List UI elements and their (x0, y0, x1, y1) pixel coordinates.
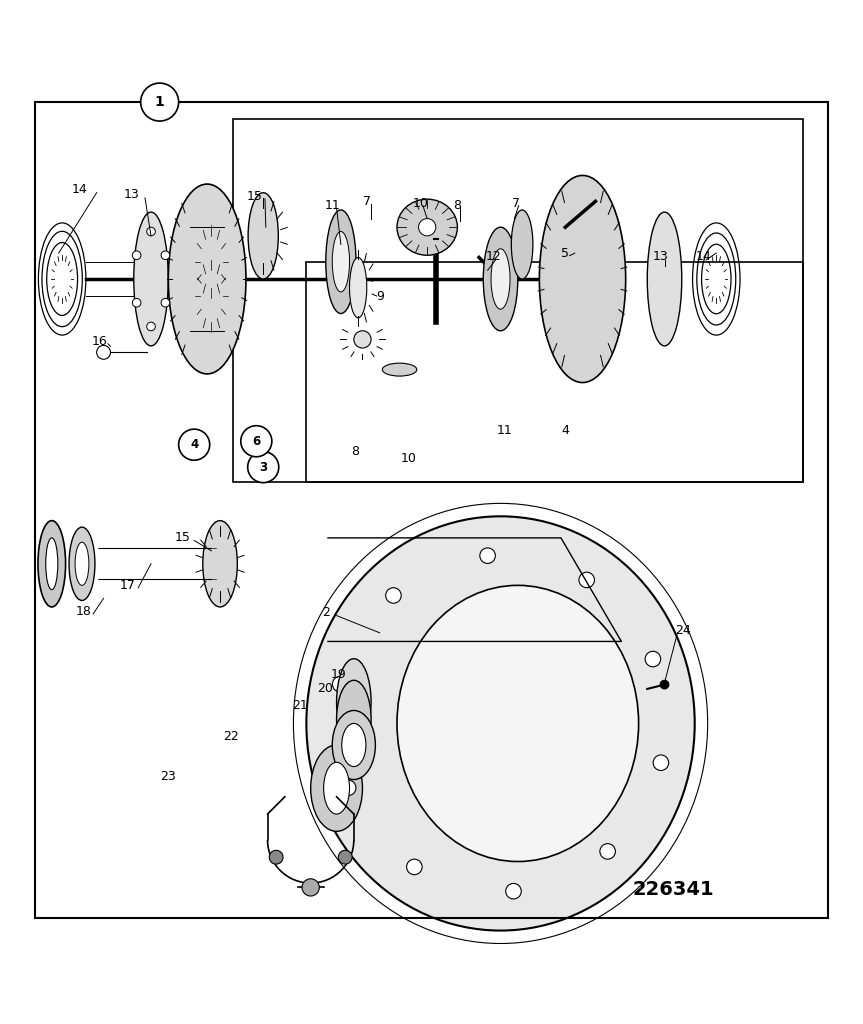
Ellipse shape (325, 210, 356, 313)
Circle shape (147, 227, 155, 236)
Circle shape (419, 218, 436, 236)
Circle shape (386, 588, 401, 603)
Ellipse shape (75, 542, 89, 586)
Ellipse shape (306, 516, 695, 931)
Ellipse shape (311, 745, 362, 831)
Text: 226341: 226341 (633, 881, 714, 899)
Circle shape (147, 323, 155, 331)
Text: 7: 7 (512, 197, 520, 210)
Text: 9: 9 (375, 290, 384, 303)
Text: 21: 21 (293, 698, 308, 712)
Text: 22: 22 (224, 730, 239, 742)
Circle shape (179, 429, 210, 460)
Text: 10: 10 (413, 197, 428, 210)
Ellipse shape (332, 231, 350, 292)
Circle shape (161, 298, 170, 307)
Circle shape (600, 844, 615, 859)
Text: 16: 16 (91, 335, 107, 347)
Text: 14: 14 (696, 250, 711, 263)
Circle shape (161, 251, 170, 259)
Text: 14: 14 (72, 182, 87, 196)
Text: 20: 20 (318, 682, 333, 694)
Ellipse shape (397, 199, 457, 255)
Ellipse shape (511, 210, 532, 279)
Text: 24: 24 (676, 624, 691, 637)
Circle shape (141, 83, 179, 121)
Circle shape (132, 251, 141, 259)
Text: 1: 1 (154, 95, 165, 110)
Ellipse shape (332, 711, 375, 779)
Ellipse shape (539, 175, 626, 383)
Ellipse shape (337, 658, 371, 745)
Text: 2: 2 (322, 606, 331, 620)
Text: 12: 12 (486, 250, 501, 263)
Text: 13: 13 (123, 188, 139, 201)
Text: 3: 3 (259, 461, 268, 474)
Text: 4: 4 (190, 438, 198, 452)
Ellipse shape (69, 527, 95, 600)
Ellipse shape (38, 520, 66, 607)
Text: 15: 15 (175, 531, 191, 545)
Circle shape (406, 859, 422, 874)
Circle shape (269, 850, 283, 864)
Circle shape (132, 298, 141, 307)
Text: 5: 5 (561, 247, 570, 260)
Ellipse shape (249, 193, 278, 279)
Text: 23: 23 (161, 770, 176, 783)
Circle shape (646, 651, 661, 667)
Circle shape (653, 755, 669, 770)
Circle shape (302, 879, 319, 896)
Circle shape (480, 548, 495, 563)
Ellipse shape (203, 520, 237, 607)
Ellipse shape (397, 586, 639, 861)
Circle shape (248, 452, 279, 482)
Circle shape (340, 780, 356, 796)
Ellipse shape (134, 212, 168, 346)
Circle shape (338, 850, 352, 864)
Text: 11: 11 (497, 424, 513, 436)
Text: 7: 7 (362, 195, 371, 208)
Text: 4: 4 (561, 424, 570, 436)
Text: 8: 8 (350, 445, 359, 458)
Text: 8: 8 (453, 199, 462, 212)
Ellipse shape (342, 723, 366, 767)
Ellipse shape (647, 212, 682, 346)
Ellipse shape (350, 257, 367, 317)
Circle shape (579, 572, 595, 588)
Ellipse shape (337, 680, 371, 758)
Ellipse shape (168, 184, 246, 374)
Ellipse shape (483, 227, 518, 331)
Ellipse shape (491, 249, 510, 309)
Text: 17: 17 (120, 579, 135, 592)
Text: 19: 19 (331, 668, 346, 681)
Ellipse shape (354, 331, 371, 348)
Text: 11: 11 (324, 199, 340, 212)
Circle shape (660, 680, 669, 689)
Circle shape (506, 884, 521, 899)
Ellipse shape (324, 762, 350, 814)
Text: 10: 10 (401, 452, 417, 465)
Ellipse shape (382, 364, 417, 376)
Text: 15: 15 (247, 189, 262, 203)
Text: 6: 6 (252, 435, 261, 447)
Circle shape (241, 426, 272, 457)
Ellipse shape (46, 538, 58, 590)
Circle shape (97, 345, 110, 359)
Text: 18: 18 (76, 605, 91, 617)
Circle shape (332, 677, 348, 692)
Text: 13: 13 (652, 250, 668, 263)
